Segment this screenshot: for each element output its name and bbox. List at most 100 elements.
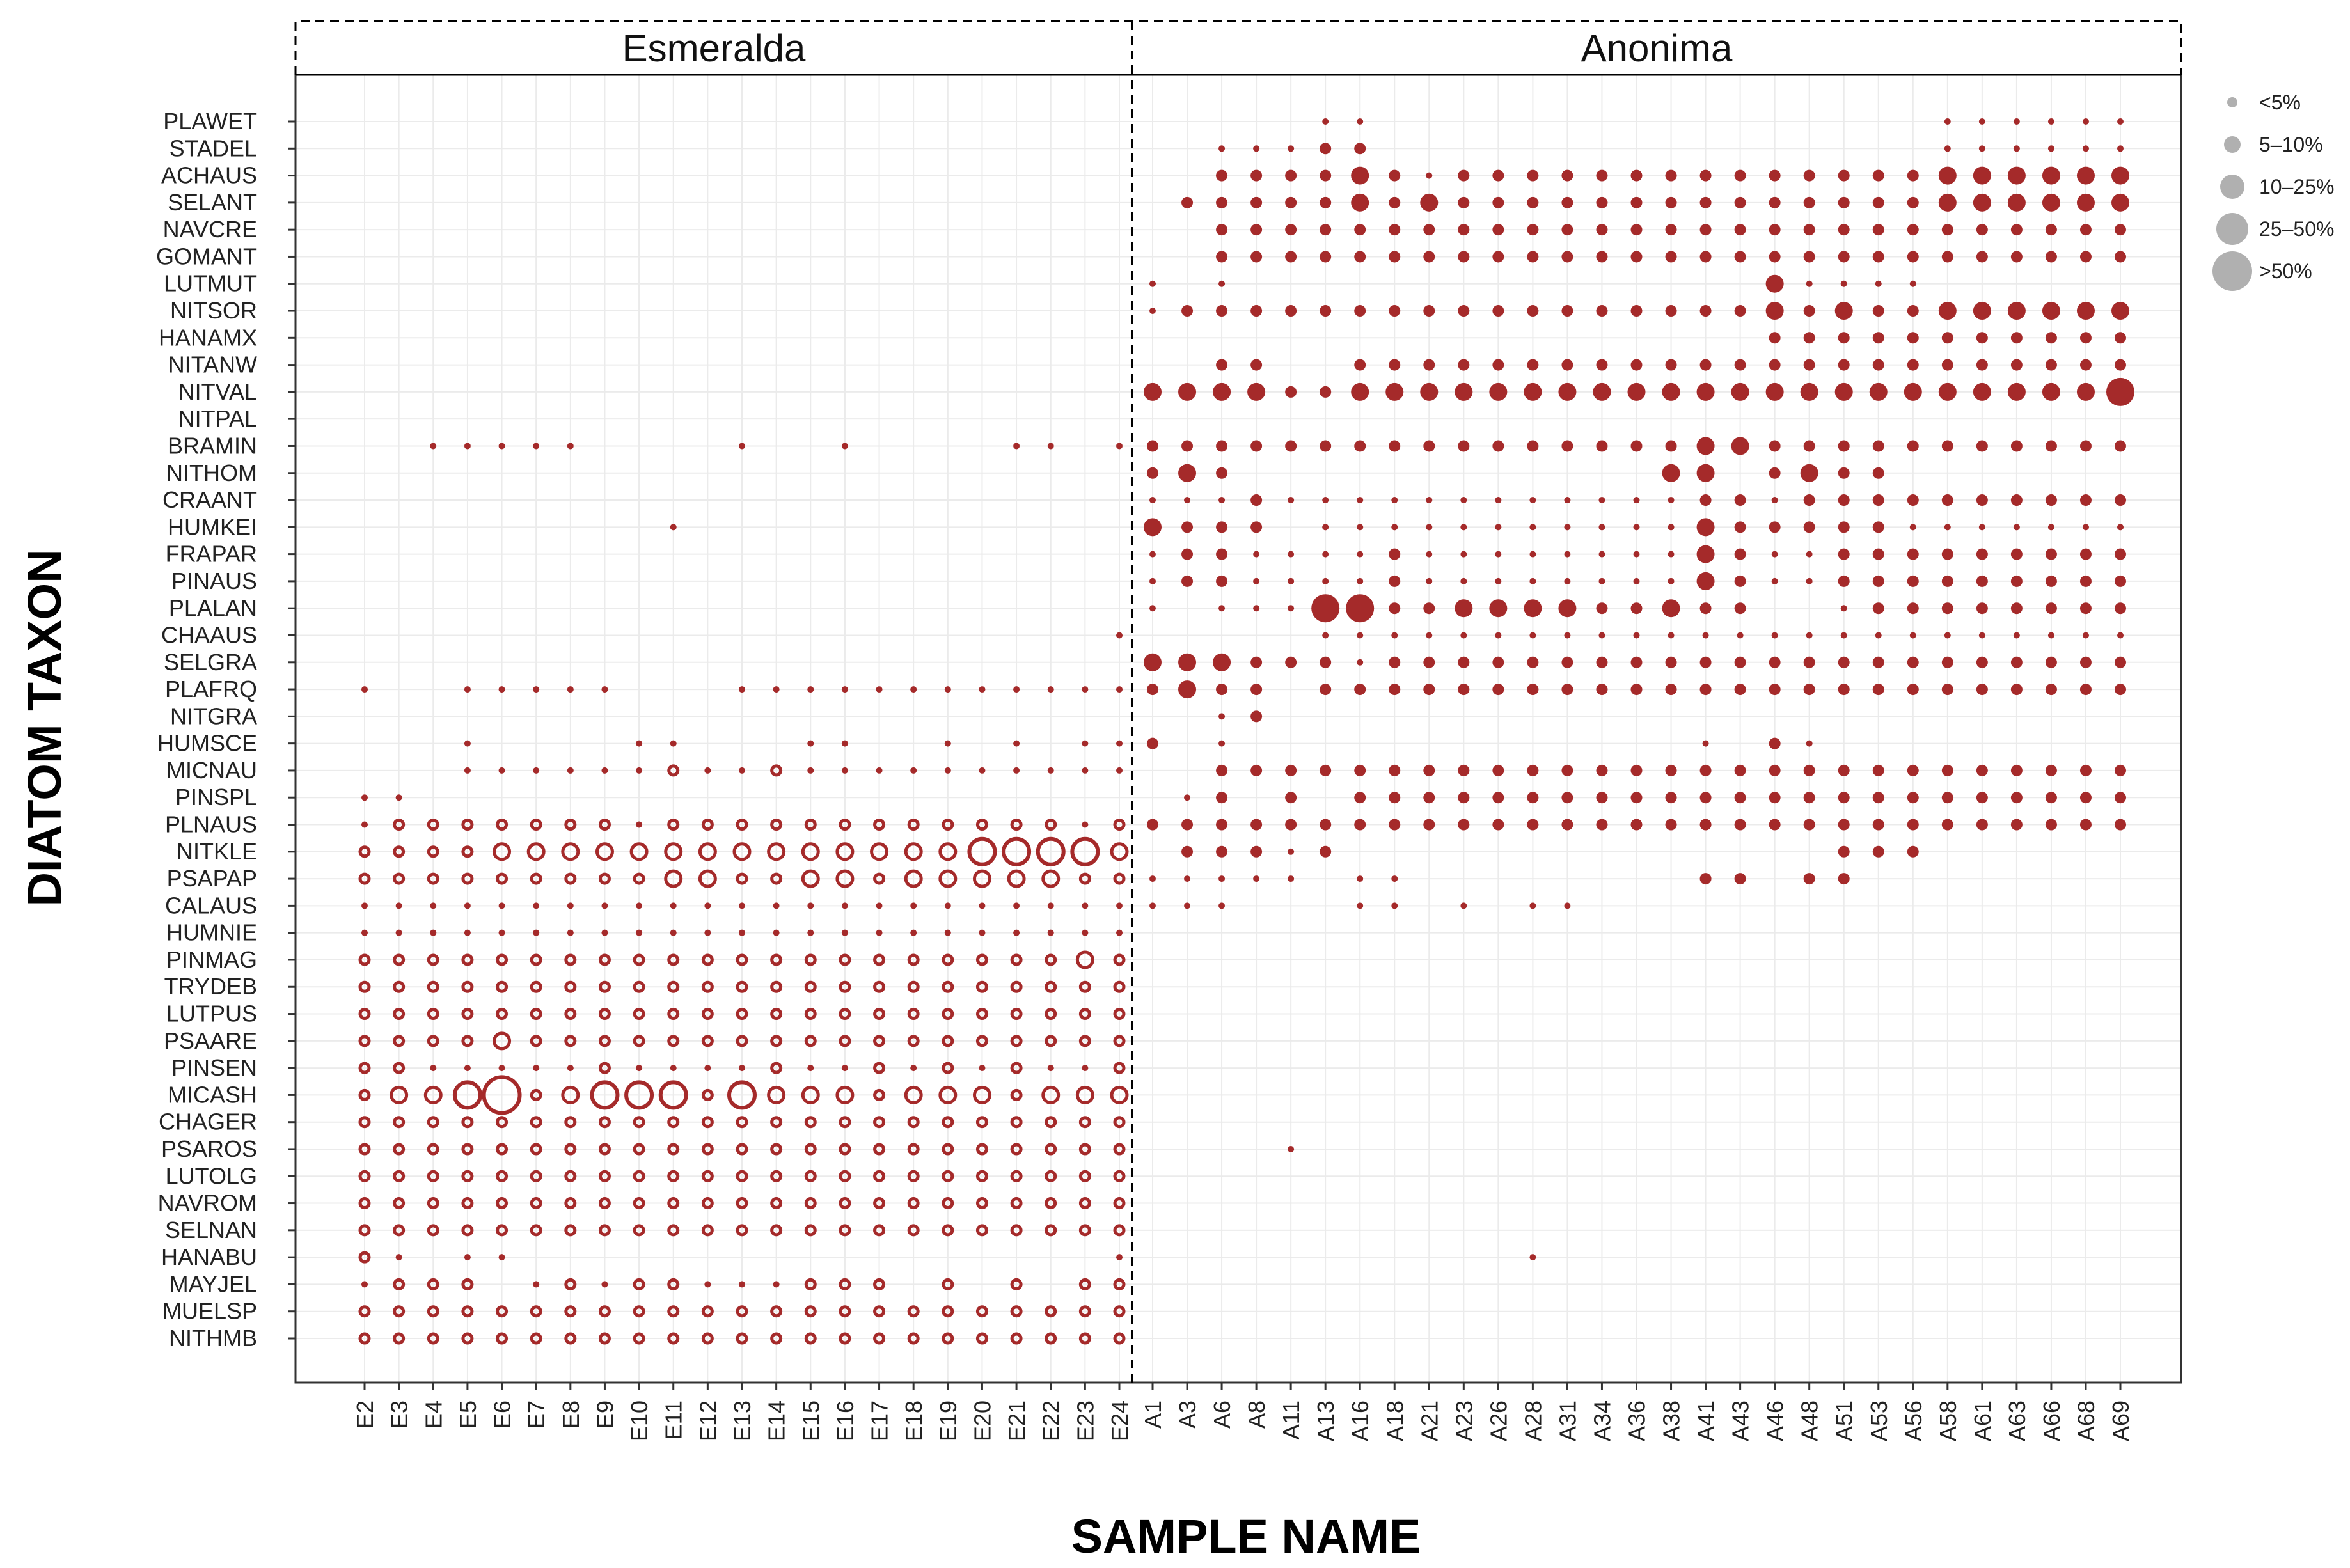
data-point — [1322, 577, 1329, 584]
data-point — [1426, 577, 1433, 584]
data-point — [496, 1143, 509, 1156]
data-point — [1561, 656, 1573, 668]
data-point — [667, 1278, 680, 1290]
data-point — [1113, 953, 1126, 966]
data-point — [1630, 251, 1643, 263]
data-point — [2076, 382, 2095, 401]
data-point — [1630, 196, 1643, 208]
data-point — [1702, 740, 1709, 747]
data-point — [944, 686, 951, 693]
data-point — [1113, 1116, 1126, 1129]
data-point — [1838, 440, 1850, 452]
data-point — [736, 1008, 748, 1021]
data-point — [598, 872, 611, 885]
data-point — [1116, 740, 1123, 747]
data-point — [942, 1332, 954, 1345]
data-point — [1941, 684, 1953, 696]
data-point — [567, 1065, 574, 1072]
data-point — [1976, 440, 1988, 452]
data-point — [1872, 602, 1884, 615]
data-point — [1460, 632, 1467, 639]
data-point — [1320, 845, 1332, 858]
data-point — [1320, 684, 1332, 696]
data-point — [1564, 497, 1571, 504]
data-point — [498, 443, 505, 450]
data-point — [1976, 819, 1988, 831]
data-point — [1734, 764, 1746, 776]
data-point — [1389, 440, 1401, 452]
data-point — [1598, 577, 1605, 584]
data-point — [1838, 332, 1850, 344]
data-point — [2010, 548, 2023, 560]
data-point — [938, 1085, 958, 1104]
data-point — [770, 980, 783, 993]
data-point — [804, 1116, 817, 1129]
data-point — [2010, 332, 2023, 344]
data-point — [1181, 819, 1194, 831]
data-point — [636, 902, 643, 909]
data-point — [1734, 656, 1746, 668]
data-point — [1288, 605, 1295, 612]
data-point — [564, 819, 577, 831]
data-point — [564, 953, 577, 966]
data-point — [2010, 251, 2023, 263]
data-point — [1010, 1332, 1023, 1345]
data-point — [2045, 359, 2057, 371]
data-point — [1869, 382, 1888, 401]
data-point — [839, 1170, 851, 1182]
data-point — [1771, 551, 1778, 558]
data-point — [1976, 359, 1988, 371]
data-point — [1731, 437, 1749, 455]
data-point — [1769, 684, 1781, 696]
data-point — [1285, 305, 1297, 317]
data-point — [1178, 680, 1197, 699]
data-point — [736, 1170, 748, 1182]
data-point — [942, 1170, 954, 1182]
data-point — [667, 980, 680, 993]
data-point — [496, 1197, 509, 1210]
data-point — [1423, 656, 1435, 668]
data-point — [1769, 467, 1781, 479]
data-point — [739, 902, 745, 909]
data-point — [667, 1143, 680, 1156]
data-point — [1013, 767, 1020, 774]
data-point — [461, 1035, 474, 1047]
x-tick-label: A11 — [1278, 1400, 1304, 1439]
data-point — [1596, 792, 1608, 804]
data-point — [1978, 118, 1985, 125]
data-point — [1699, 873, 1712, 885]
data-point — [807, 686, 814, 693]
data-point — [801, 869, 820, 888]
x-tick-label: A61 — [1969, 1400, 1996, 1441]
data-point — [770, 764, 783, 777]
x-tick-label: A18 — [1382, 1400, 1408, 1441]
data-point — [1149, 551, 1156, 558]
data-point — [807, 740, 814, 747]
data-point — [1976, 575, 1988, 587]
data-point — [1113, 819, 1126, 831]
data-point — [1078, 1143, 1091, 1156]
data-point — [1492, 196, 1504, 208]
data-point — [1803, 873, 1815, 885]
data-point — [1216, 305, 1228, 317]
data-point — [1941, 332, 1953, 344]
data-point — [1696, 382, 1715, 401]
data-point — [1351, 382, 1369, 401]
data-point — [1872, 169, 1884, 182]
data-point — [1803, 169, 1815, 182]
data-point — [1045, 819, 1057, 831]
data-point — [770, 1224, 783, 1237]
data-point — [1288, 577, 1295, 584]
data-point — [1596, 656, 1608, 668]
data-point — [1769, 440, 1781, 452]
data-point — [636, 740, 643, 747]
data-point — [1147, 819, 1158, 831]
data-point — [1423, 602, 1435, 615]
legend-label: 5–10% — [2259, 133, 2323, 156]
data-point — [1149, 875, 1156, 882]
data-point — [773, 686, 780, 693]
data-point — [1354, 224, 1366, 236]
data-point — [1524, 599, 1542, 618]
data-point — [1699, 792, 1712, 804]
data-point — [1696, 545, 1715, 563]
